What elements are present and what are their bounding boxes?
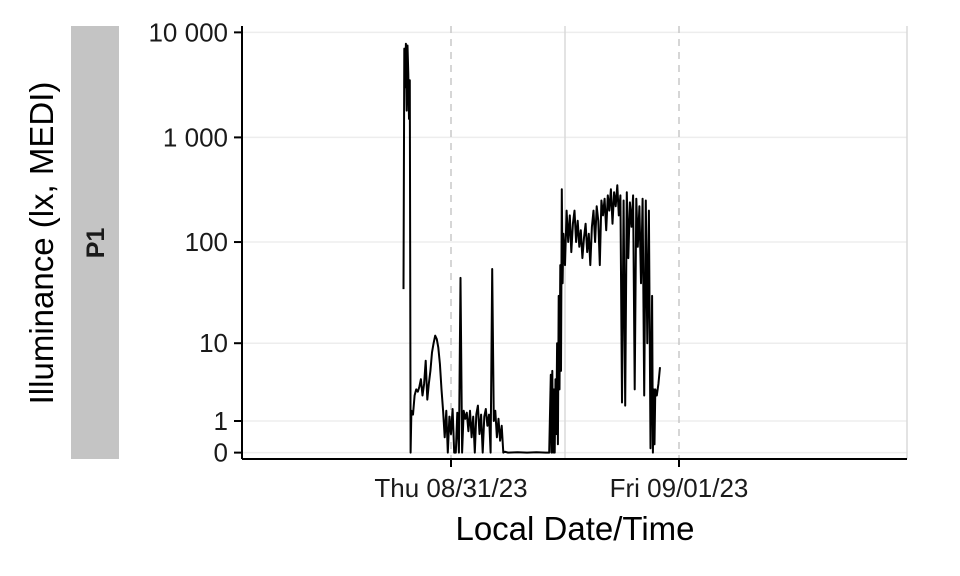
x-tick-label: Thu 08/31/23 — [374, 473, 527, 503]
y-tick-label: 10 — [199, 328, 228, 358]
y-tick-label: 1 — [214, 406, 228, 436]
facet-strip-label: P1 — [82, 228, 110, 259]
y-tick-label: 10 000 — [148, 17, 228, 47]
y-tick-label: 100 — [185, 227, 228, 257]
facet-strip-background — [71, 26, 119, 459]
y-tick-label: 1 000 — [163, 122, 228, 152]
facet-strip: P1 — [71, 26, 119, 459]
y-tick-label: 0 — [214, 438, 228, 468]
tick-layer: 01 10 100 1 000 10 000 Thu 08/31/23 Fri 09/01/… — [148, 17, 748, 503]
grid-lines — [242, 26, 908, 459]
series-line — [402, 42, 661, 454]
series-layer — [402, 42, 661, 454]
y-axis-title: Illuminance (lx, MEDI) — [23, 82, 60, 405]
x-tick-label: Fri 09/01/23 — [610, 473, 749, 503]
x-axis-title: Local Date/Time — [455, 510, 694, 547]
